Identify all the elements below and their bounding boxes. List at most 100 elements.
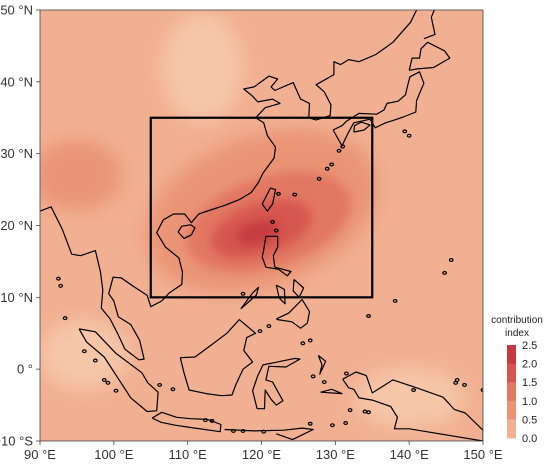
colorbar-tick-label: 0.0 (522, 433, 537, 445)
colorbar-swatch (507, 345, 516, 364)
colorbar-tick-label: 2.0 (522, 359, 537, 371)
small-island (292, 192, 298, 197)
small-island (266, 324, 272, 329)
small-island (362, 409, 368, 414)
coast-seram-buru (320, 388, 343, 395)
map-plot-area (40, 10, 483, 441)
coast-sakhalin (423, 10, 436, 40)
small-island (454, 377, 460, 382)
small-island (344, 371, 349, 376)
colorbar-swatch (507, 382, 516, 402)
small-island (329, 423, 335, 428)
coast-sulawesi (252, 357, 301, 410)
colorbar-swatch (507, 419, 516, 439)
small-island (310, 374, 316, 379)
small-island (101, 377, 107, 382)
small-island (202, 418, 208, 423)
small-island (92, 358, 98, 363)
colorbar: contribution index 2.5 2.0 1.5 1.0 0.5 0.0 (491, 315, 543, 445)
lat-tick-label: 50 °N (0, 3, 33, 18)
small-island (105, 380, 111, 385)
lat-tick-label: 10 °N (0, 290, 33, 305)
small-island (209, 418, 215, 423)
small-island (157, 382, 163, 387)
coast-luzon (261, 235, 292, 277)
small-island (261, 429, 267, 434)
lon-tick-label: 100 °E (94, 447, 134, 462)
lat-tick-label: −10 °S (0, 434, 33, 449)
small-island (347, 408, 353, 413)
small-island (231, 428, 236, 433)
field-pale-patch-nw (162, 12, 243, 123)
lon-tick-label: 90 °E (24, 447, 56, 462)
colorbar-tick-label: 0.5 (522, 414, 537, 426)
lon-tick-label: 120 °E (242, 447, 282, 462)
small-island (170, 387, 176, 392)
small-island (402, 129, 408, 134)
coastlines (40, 10, 483, 441)
small-island (406, 133, 412, 138)
small-island (321, 380, 327, 385)
small-island (62, 316, 68, 321)
small-island (366, 314, 371, 319)
lat-tick-label: 30 °N (0, 146, 33, 161)
coast-asian-mainland (40, 10, 418, 361)
small-island (58, 283, 64, 288)
small-island (81, 349, 87, 354)
coast-halmahera (317, 355, 327, 375)
small-island (316, 176, 322, 181)
study-region-box (149, 116, 374, 299)
small-island (343, 421, 349, 426)
small-island (462, 382, 467, 387)
field-level-4 (236, 220, 280, 245)
coast-shikoku (353, 121, 371, 133)
small-island (307, 338, 313, 343)
longitude-axis: 90 °E 100 °E 110 °E 120 °E 130 °E 140 °E 150 °… (24, 441, 503, 462)
coast-lesser-sunda (224, 427, 314, 441)
small-island (307, 421, 313, 426)
coast-hainan (177, 224, 196, 239)
coast-borneo (179, 319, 257, 397)
coast-visayas-mindanao (276, 298, 311, 329)
small-island (257, 329, 263, 334)
small-island (442, 270, 448, 275)
colorbar-tick-label: 2.5 (522, 340, 537, 352)
small-island (392, 298, 398, 303)
latitude-axis: 50 °N 40 °N 30 °N 20 °N 10 °N 0 ° −10 °S (0, 3, 40, 449)
small-island (411, 387, 416, 392)
small-island (240, 291, 246, 296)
colorbar-title-line2: index (505, 328, 529, 339)
coast-hokkaido (408, 41, 451, 71)
coast-taiwan (261, 187, 277, 212)
lat-tick-label: 0 ° (17, 362, 33, 377)
coast-sumatra (78, 328, 159, 413)
colorbar-swatch (507, 400, 516, 420)
small-island (240, 428, 246, 433)
contribution-field-contours (40, 12, 465, 428)
small-island (336, 148, 342, 153)
lon-tick-label: 150 °E (463, 447, 503, 462)
field-level-1-west (40, 140, 122, 211)
small-island (270, 219, 275, 224)
colorbar-title-line1: contribution (491, 315, 543, 326)
colorbar-tick-label: 1.5 (522, 377, 537, 389)
lat-tick-label: 40 °N (0, 74, 33, 89)
colorbar-swatch (507, 363, 516, 383)
lon-tick-label: 110 °E (169, 447, 208, 462)
lon-tick-label: 130 °E (316, 447, 356, 462)
small-island (300, 341, 306, 346)
lat-tick-label: 20 °N (0, 218, 33, 233)
colorbar-tick-label: 1.0 (522, 396, 537, 408)
small-island (324, 166, 330, 171)
coast-new-guinea (342, 371, 483, 441)
small-island (113, 388, 119, 393)
coast-java (151, 411, 222, 433)
small-island (340, 144, 346, 149)
small-island (480, 387, 483, 392)
field-pale-patch-se (354, 367, 465, 428)
field-pale-patch-sw (40, 319, 130, 390)
coast-kyushu-honshu (332, 71, 425, 147)
coast-panay-negros (275, 284, 286, 305)
